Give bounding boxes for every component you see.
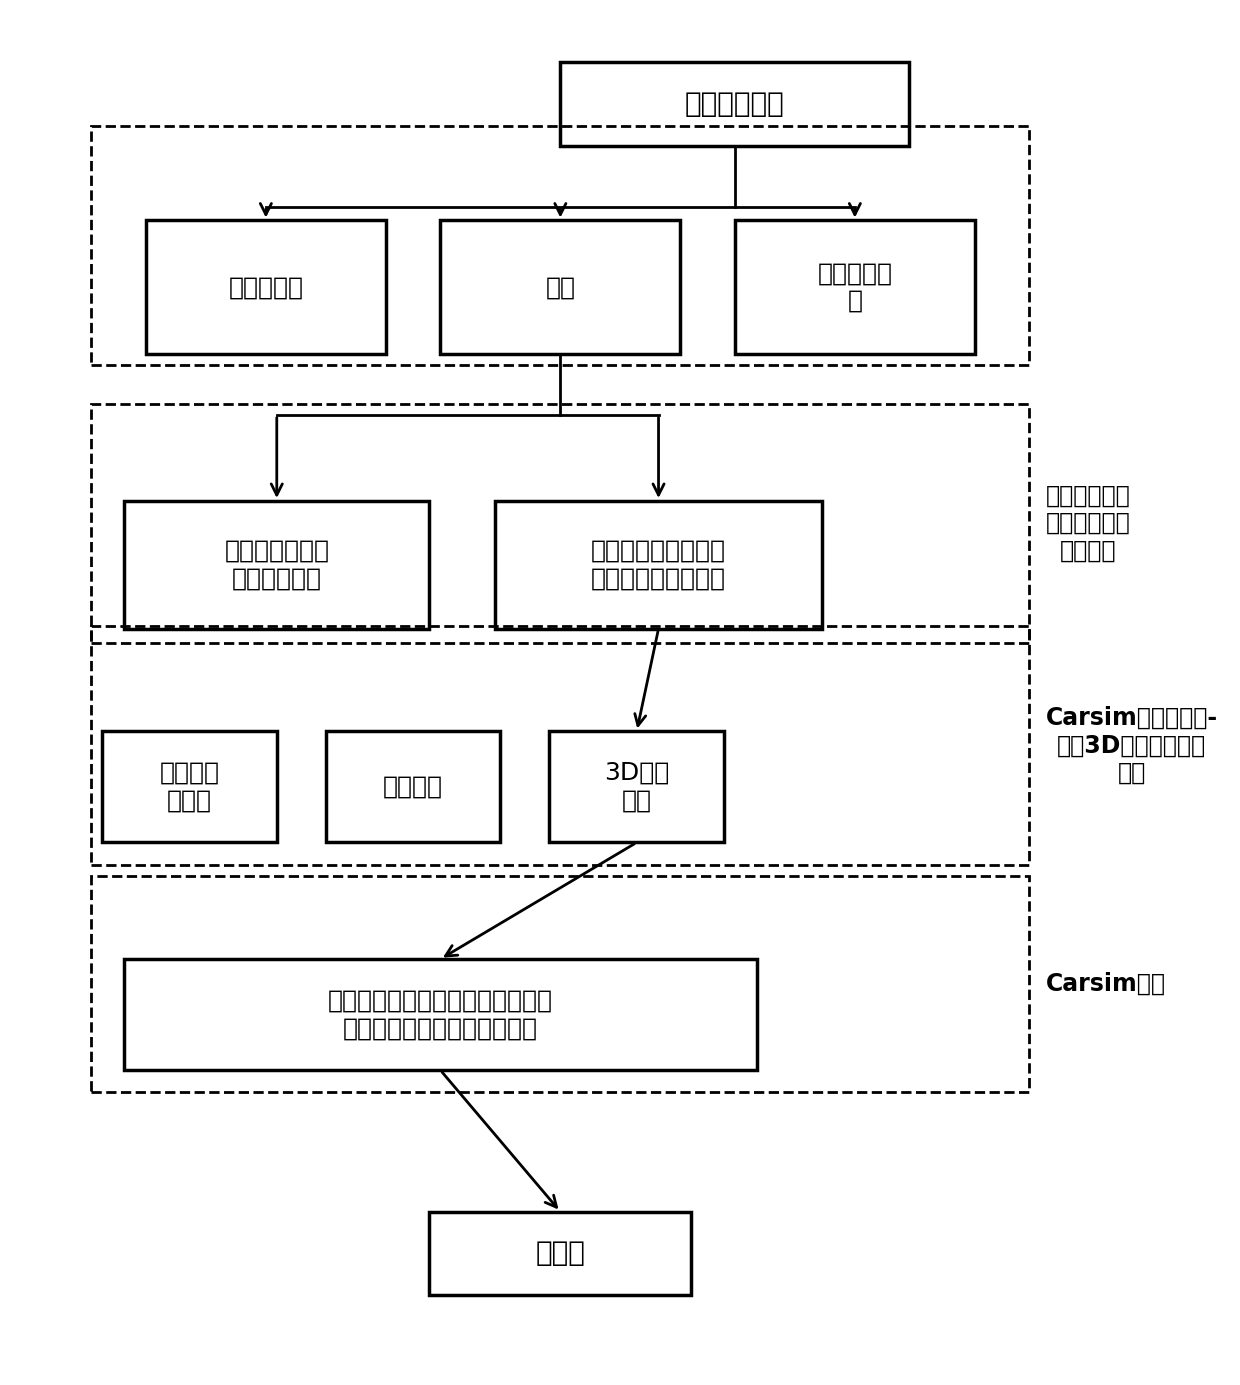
FancyBboxPatch shape bbox=[735, 220, 975, 353]
FancyBboxPatch shape bbox=[146, 220, 386, 353]
Text: 限速值: 限速值 bbox=[536, 1240, 585, 1267]
FancyBboxPatch shape bbox=[495, 501, 822, 629]
Text: Carsim驾驶员控制-
车辆3D公路耦合仿真
模型: Carsim驾驶员控制- 车辆3D公路耦合仿真 模型 bbox=[1045, 705, 1218, 785]
FancyBboxPatch shape bbox=[326, 731, 501, 842]
FancyBboxPatch shape bbox=[560, 62, 909, 145]
FancyBboxPatch shape bbox=[429, 1212, 691, 1295]
Text: 公路基本参数: 公路基本参数 bbox=[684, 90, 785, 118]
FancyBboxPatch shape bbox=[124, 501, 429, 629]
Text: 横摆角速度安全
边界计算模型: 横摆角速度安全 边界计算模型 bbox=[224, 539, 330, 590]
Text: 圆曲线半径: 圆曲线半径 bbox=[228, 276, 304, 299]
Text: 车辆模型: 车辆模型 bbox=[383, 774, 443, 799]
FancyBboxPatch shape bbox=[102, 731, 277, 842]
Text: 路面附着系
数: 路面附着系 数 bbox=[817, 262, 893, 313]
FancyBboxPatch shape bbox=[549, 731, 724, 842]
Text: 前轮侧偏角绝对值均
值安全边界计算模型: 前轮侧偏角绝对值均 值安全边界计算模型 bbox=[591, 539, 727, 590]
FancyBboxPatch shape bbox=[440, 220, 681, 353]
Text: Carsim仿真: Carsim仿真 bbox=[1045, 972, 1166, 996]
Text: 计算上述参数
条件下各指标
安全边界: 计算上述参数 条件下各指标 安全边界 bbox=[1045, 483, 1131, 562]
FancyBboxPatch shape bbox=[124, 958, 756, 1071]
Text: 3D公路
模型: 3D公路 模型 bbox=[604, 760, 670, 813]
Text: 驾驶员控
制模型: 驾驶员控 制模型 bbox=[160, 760, 219, 813]
Text: 超高: 超高 bbox=[546, 276, 575, 299]
Text: 上述两个指标中任一指标达到相应
的安全边界，对应的仿真车速: 上述两个指标中任一指标达到相应 的安全边界，对应的仿真车速 bbox=[327, 989, 553, 1040]
